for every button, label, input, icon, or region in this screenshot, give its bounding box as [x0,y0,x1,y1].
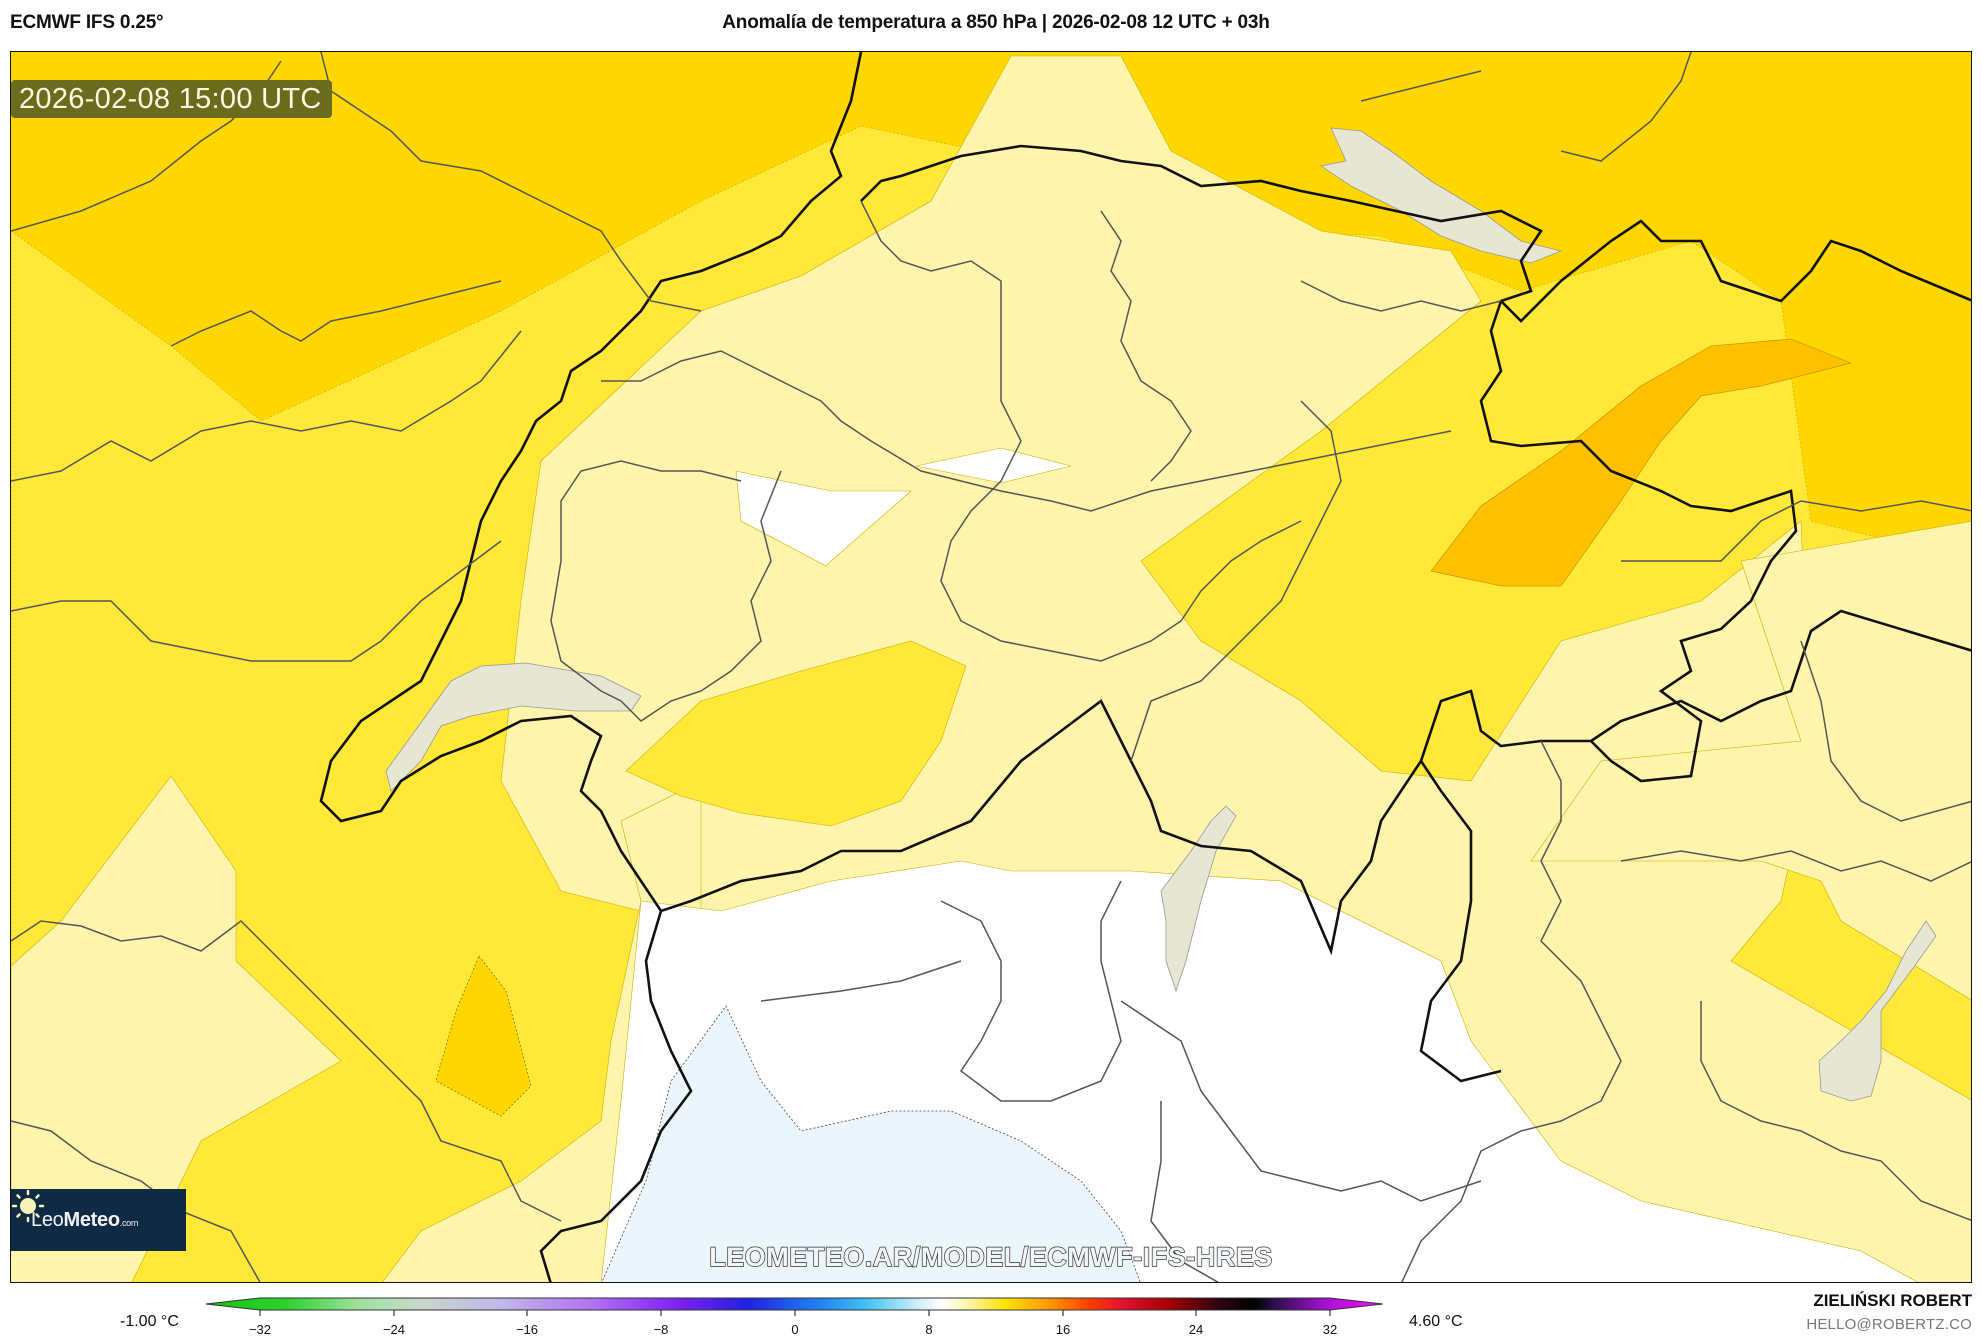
chart-title: Anomalía de temperatura a 850 hPa | 2026… [722,12,1270,33]
colorbar-tick: −24 [382,1322,406,1337]
colorbar-tick: 8 [925,1322,933,1337]
contour-light-yellow-left [11,775,342,1282]
colorbar-tick: −32 [248,1322,272,1337]
lake-garda [1818,920,1937,1102]
map-panel[interactable]: 2026-02-08 15:00 UTC LeoMeteo.com [10,51,1972,1283]
author-credit: ZIELIŃSKI ROBERT [1813,1291,1972,1310]
border-switzerland [319,52,1798,956]
colorbar-tick: 0 [791,1322,799,1337]
colorbar: -1.00 °C [0,1290,1982,1339]
colorbar-gradient [205,1297,1384,1316]
contour-light-blue [601,1005,1141,1282]
model-label: ECMWF IFS 0.25° [10,12,164,33]
logo-text: LeoMeteo.com [31,1208,139,1231]
author-email[interactable]: HELLO@ROBERTZ.CO [1806,1316,1972,1333]
colorbar-min-label: -1.00 °C [120,1313,179,1330]
colorbar-tick: 16 [1055,1322,1071,1337]
sun-icon [11,1189,45,1223]
contour-orange [1430,338,1852,587]
colorbar-tick: 32 [1322,1322,1338,1337]
colorbar-tick: 24 [1188,1322,1204,1337]
valid-time-label: 2026-02-08 15:00 UTC [11,80,332,118]
source-url-watermark: LEOMETEO.AR/MODEL/ECMWF-IFS-HRES [709,1241,1273,1272]
colorbar-tick: −8 [653,1322,669,1337]
lake-geneva [385,662,642,792]
colorbar-tick: −16 [515,1322,539,1337]
colorbar-max-label: 4.60 °C [1409,1313,1463,1330]
leometeo-logo[interactable]: LeoMeteo.com [11,1189,186,1251]
lake-maggiore [1160,805,1237,993]
anomaly-map [11,52,1971,1282]
lake-constance [1319,127,1563,264]
